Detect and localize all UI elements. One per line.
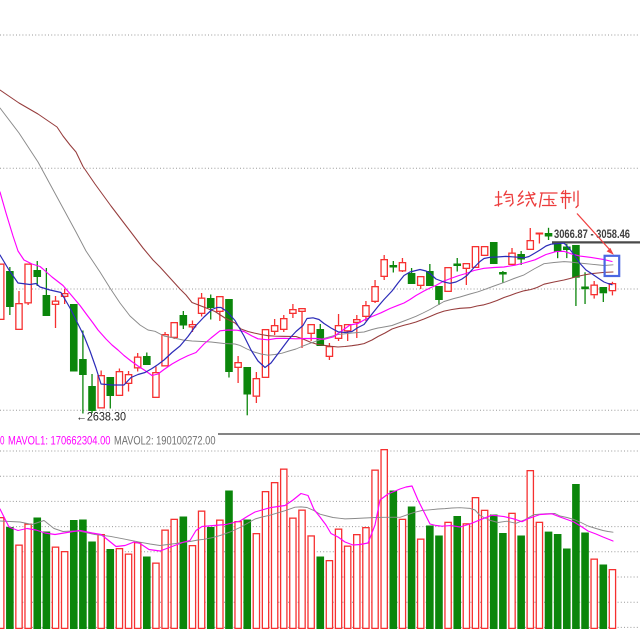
svg-text:MAVOL2: 190100272.00: MAVOL2: 190100272.00 xyxy=(114,436,216,448)
svg-text:MAVOL1: 170662304.00: MAVOL1: 170662304.00 xyxy=(8,436,111,448)
svg-text:3066.87 - 3058.46: 3066.87 - 3058.46 xyxy=(554,229,630,241)
svg-text:←2638.30: ←2638.30 xyxy=(76,412,126,424)
svg-text:0: 0 xyxy=(0,436,5,448)
